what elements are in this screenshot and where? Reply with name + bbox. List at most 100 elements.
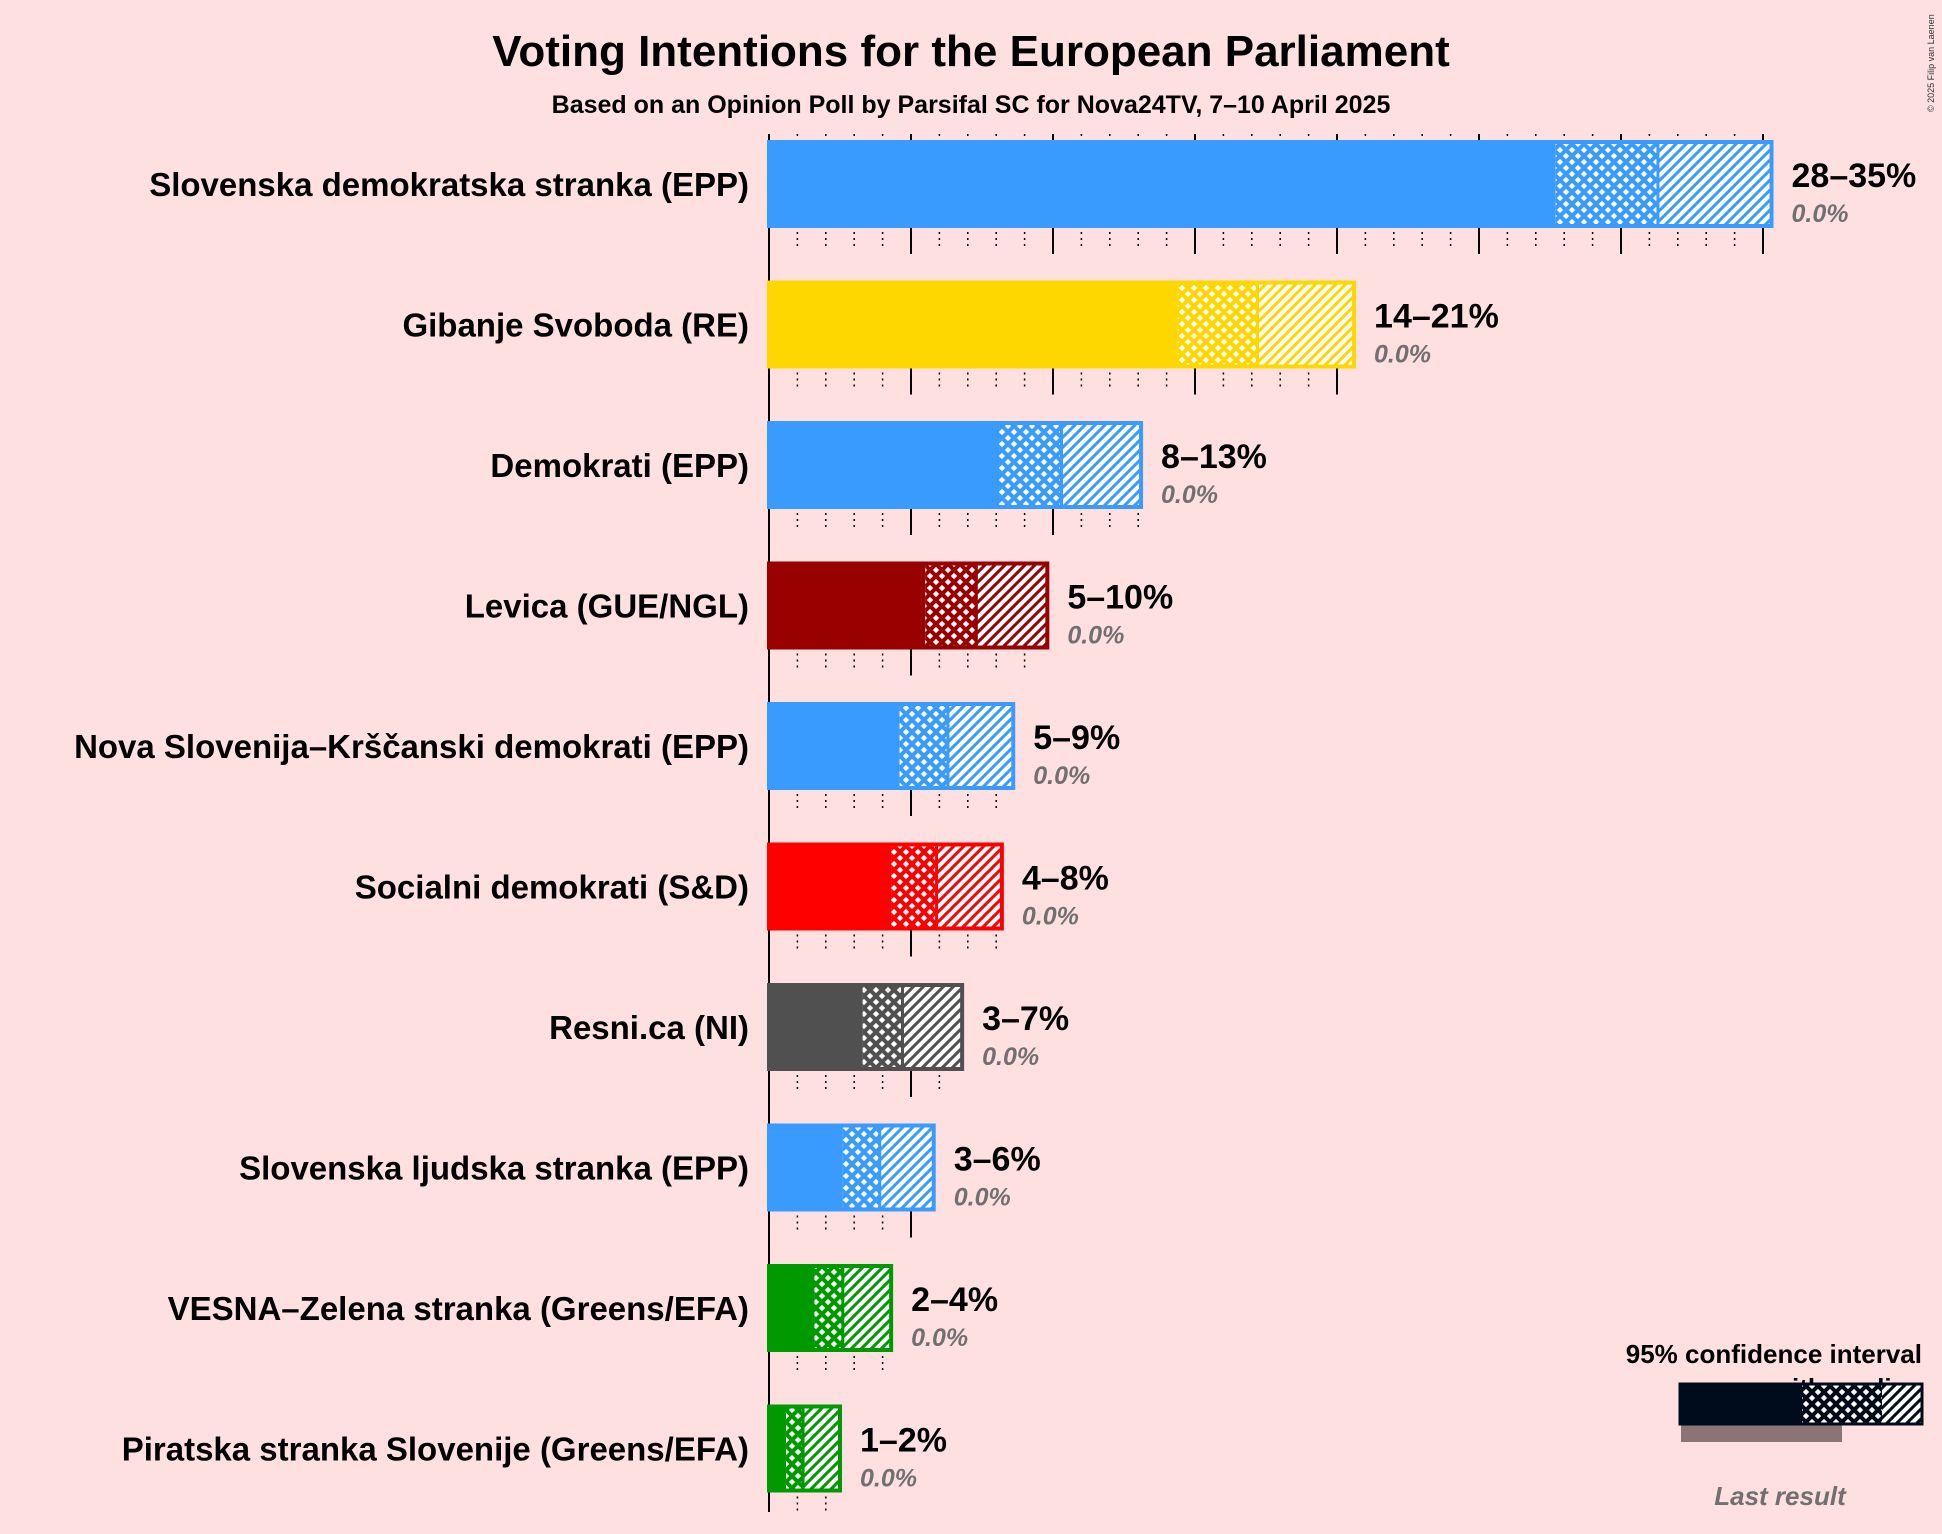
range-label: 5–10% xyxy=(1067,579,1173,617)
chart-title: Voting Intentions for the European Parli… xyxy=(492,27,1450,76)
range-label: 1–2% xyxy=(860,1422,947,1460)
bar-solid xyxy=(769,282,1178,367)
range-label: 3–7% xyxy=(982,1000,1069,1038)
bar-ci-lower xyxy=(862,985,903,1069)
range-label: 4–8% xyxy=(1022,860,1109,898)
legend-last-bar xyxy=(1681,1425,1842,1442)
legend-last-result: Last result xyxy=(1714,1481,1847,1511)
bar-group: Resni.ca (NI) 3–7% 0.0% xyxy=(549,983,1069,1071)
party-label: Socialni demokrati (S&D) xyxy=(355,869,749,906)
bar-solid xyxy=(769,1266,815,1350)
party-label: Gibanje Svoboda (RE) xyxy=(402,307,749,344)
bar-ci-lower xyxy=(842,1125,880,1210)
last-result-label: 0.0% xyxy=(954,1184,1011,1212)
bar-ci-lower xyxy=(1555,142,1658,226)
party-label: Slovenska ljudska stranka (EPP) xyxy=(239,1150,749,1187)
legend: 95% confidence interval with median Last… xyxy=(1626,1339,1924,1511)
copyright: © 2025 Filip van Laenen xyxy=(1926,14,1936,112)
bar-solid xyxy=(769,563,926,648)
last-result-label: 0.0% xyxy=(860,1465,917,1493)
bar-group: Levica (GUE/NGL) 5–10% 0.0% xyxy=(465,561,1173,650)
bar-outline xyxy=(767,1123,936,1212)
bar-outline xyxy=(767,842,1004,931)
chart-subtitle: Based on an Opinion Poll by Parsifal SC … xyxy=(552,91,1391,119)
bar-ci-lower xyxy=(925,563,977,648)
bar-solid xyxy=(769,423,1000,507)
last-result-label: 0.0% xyxy=(911,1324,968,1352)
party-label: Demokrati (EPP) xyxy=(490,447,749,484)
bar-group: VESNA–Zelena stranka (Greens/EFA) 2–4% 0.0… xyxy=(168,1264,998,1352)
bar-ci-upper xyxy=(902,985,963,1069)
bar-ticks xyxy=(796,647,1026,676)
bar-group: Socialni demokrati (S&D) 4–8% 0.0% xyxy=(355,842,1109,931)
range-label: 5–9% xyxy=(1033,719,1120,757)
bar-ci-lower xyxy=(814,1266,843,1350)
bar-ci-lower xyxy=(891,844,937,929)
party-label: Piratska stranka Slovenije (Greens/EFA) xyxy=(122,1431,749,1468)
bar-ticks xyxy=(796,1069,941,1097)
legend-hatch xyxy=(1882,1384,1922,1424)
bar-outline xyxy=(767,561,1050,650)
bar-group: Piratska stranka Slovenije (Greens/EFA) 1… xyxy=(122,1404,947,1493)
bar-outline xyxy=(767,421,1144,509)
last-result-label: 0.0% xyxy=(1067,622,1124,650)
last-result-label: 0.0% xyxy=(1022,903,1079,931)
last-result-label: 0.0% xyxy=(1792,200,1849,228)
bar-ci-upper xyxy=(842,1266,892,1350)
bar-solid xyxy=(769,704,900,788)
bar-ticks xyxy=(796,788,997,816)
bar-ticks xyxy=(796,1350,884,1370)
party-label: Levica (GUE/NGL) xyxy=(465,588,749,625)
bar-group: Demokrati (EPP) 8–13% 0.0% xyxy=(490,421,1267,509)
bar-ci-upper xyxy=(976,563,1048,648)
range-label: 14–21% xyxy=(1374,298,1499,336)
range-label: 3–6% xyxy=(954,1141,1041,1179)
bar-ci-upper xyxy=(1657,142,1772,226)
bar-ci-upper xyxy=(803,1406,840,1491)
party-label: VESNA–Zelena stranka (Greens/EFA) xyxy=(168,1290,749,1327)
bar-ci-lower xyxy=(1177,282,1258,367)
bar-outline xyxy=(767,1404,842,1493)
party-label: Slovenska demokratska stranka (EPP) xyxy=(149,166,749,203)
legend-cross xyxy=(1802,1384,1882,1424)
legend-outline xyxy=(1678,1382,1924,1426)
bar-ci-lower xyxy=(786,1406,804,1491)
bars: Slovenska demokratska stranka (EPP) 28–35… xyxy=(74,140,1917,1493)
bar-group: Slovenska demokratska stranka (EPP) 28–35… xyxy=(149,140,1917,228)
bar-ticks xyxy=(796,366,1338,395)
bar-ci-lower xyxy=(899,704,948,788)
range-label: 28–35% xyxy=(1792,157,1917,195)
bar-solid xyxy=(769,1406,787,1491)
bar-outline xyxy=(767,702,1016,790)
last-result-label: 0.0% xyxy=(1161,481,1218,509)
legend-solid xyxy=(1680,1384,1802,1424)
bar-ci-upper xyxy=(936,844,1002,929)
last-result-label: 0.0% xyxy=(1033,762,1090,790)
bar-outline xyxy=(767,280,1357,369)
range-label: 2–4% xyxy=(911,1281,998,1319)
bar-solid xyxy=(769,142,1556,226)
bar-ticks xyxy=(796,928,997,957)
bar-group: Nova Slovenija–Krščanski demokrati (EPP)… xyxy=(74,702,1120,790)
last-result-label: 0.0% xyxy=(1374,341,1431,369)
party-label: Nova Slovenija–Krščanski demokrati (EPP) xyxy=(74,728,749,765)
bar-solid xyxy=(769,1125,843,1210)
range-label: 8–13% xyxy=(1161,438,1267,476)
bar-solid xyxy=(769,844,892,929)
bar-ci-upper xyxy=(947,704,1014,788)
bar-ci-upper xyxy=(1061,423,1142,507)
bar-group: Slovenska ljudska stranka (EPP) 3–6% 0.0% xyxy=(239,1123,1041,1212)
bar-outline xyxy=(767,1264,894,1352)
bar-ticks xyxy=(796,507,1139,535)
bar-group: Gibanje Svoboda (RE) 14–21% 0.0% xyxy=(402,280,1499,369)
bar-ci-lower xyxy=(999,423,1062,507)
last-result-label: 0.0% xyxy=(982,1043,1039,1071)
party-label: Resni.ca (NI) xyxy=(549,1009,749,1046)
bar-ticks xyxy=(796,1490,827,1511)
bar-outline xyxy=(767,140,1774,228)
bar-ci-upper xyxy=(879,1125,934,1210)
bar-ticks xyxy=(796,1209,912,1238)
legend-line1: 95% confidence interval xyxy=(1626,1339,1922,1369)
bar-outline xyxy=(767,983,965,1071)
